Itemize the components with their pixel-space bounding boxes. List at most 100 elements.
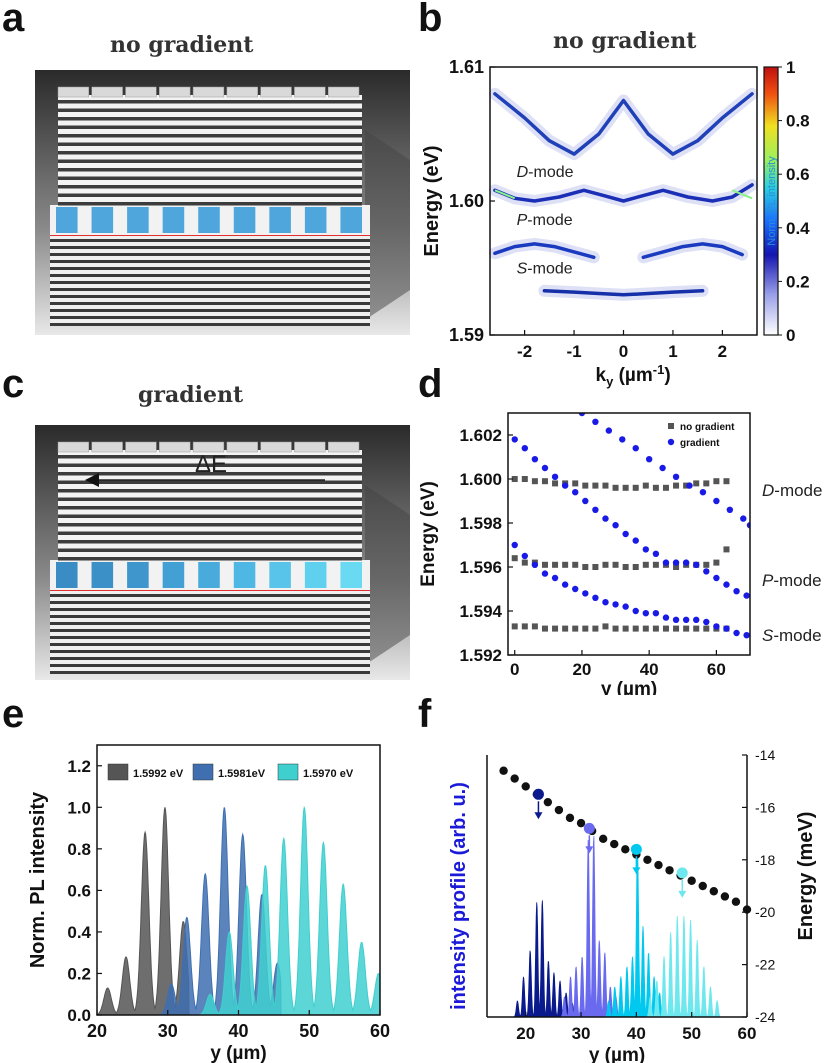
top-dbr-layer (58, 95, 362, 100)
data-point-gradient (723, 581, 730, 588)
mode-label: D-mode (517, 164, 574, 181)
x-tick-label: 50 (299, 1021, 319, 1041)
grating-pillar (233, 207, 256, 233)
top-dbr-layer (58, 475, 362, 481)
data-point-no-gradient (531, 478, 538, 485)
bottom-dbr-layer (50, 288, 370, 291)
bottom-dbr-layer (50, 305, 370, 309)
x-tick-label: 2 (718, 342, 727, 361)
top-dbr-layer (58, 492, 362, 498)
data-point-no-gradient (592, 482, 599, 489)
data-point-gradient (699, 489, 707, 496)
data-point-no-gradient (552, 561, 559, 568)
top-dbr-layer (58, 176, 362, 180)
x-tick-label: 20 (572, 660, 591, 679)
data-point-gradient (592, 506, 599, 513)
dbr-stack (50, 86, 370, 326)
data-point-no-gradient (703, 625, 710, 632)
colorbar (763, 66, 779, 336)
y-tick-label: 0.6 (67, 881, 91, 900)
data-point-gradient (693, 561, 700, 568)
data-point-no-gradient (673, 564, 680, 570)
grating-pillar (56, 207, 78, 233)
top-dbr-layer (58, 108, 362, 112)
profiles (511, 836, 725, 1017)
plot-frame (507, 412, 751, 656)
data-point-no-gradient (562, 561, 569, 568)
top-ridge (260, 441, 292, 453)
marker-arrow-head (678, 890, 687, 898)
x-axis-label-part: ) (664, 365, 670, 386)
data-point-no-gradient (693, 625, 700, 632)
data-point-no-gradient (683, 482, 690, 489)
data-point-no-gradient (693, 480, 700, 487)
data-point-gradient (672, 616, 680, 623)
data-point-gradient (686, 482, 693, 489)
x-tick-label: -2 (517, 342, 532, 361)
energy-point (510, 774, 519, 783)
top-dbr-layer (58, 535, 362, 540)
top-dbr-layer (58, 526, 362, 532)
energy-point (621, 845, 630, 854)
data-point-no-gradient (622, 484, 629, 491)
data-point-gradient (531, 561, 539, 568)
data-point-gradient (632, 537, 639, 544)
top-dbr-layer (58, 472, 362, 476)
top-ridge (226, 86, 258, 98)
data-point-no-gradient (662, 625, 669, 632)
intensity-profile-3 (603, 848, 670, 1017)
grating-pillar (340, 207, 362, 233)
data-point-no-gradient (562, 625, 569, 632)
data-point-no-gradient (521, 476, 528, 482)
top-ridge (192, 441, 225, 453)
marker-arrow-head (585, 846, 594, 854)
data-point-no-gradient (511, 623, 518, 630)
data-point-no-gradient (723, 478, 730, 485)
energy-point (654, 860, 663, 870)
bottom-dbr-layer (50, 636, 370, 639)
data-point-no-gradient (713, 478, 720, 485)
data-point-gradient (733, 629, 740, 637)
mode-label-suffix: -mode (527, 212, 572, 229)
data-point-no-gradient (612, 484, 619, 491)
energy-point (576, 818, 586, 828)
bottom-dbr-layer (50, 664, 370, 667)
bottom-dbr-layer (50, 604, 370, 608)
bottom-dbr-layer (50, 639, 370, 643)
y-axis-label-right: Energy (meV) (795, 812, 817, 941)
grating-pillar (127, 562, 149, 588)
top-dbr-layer (58, 506, 362, 510)
data-point-no-gradient (521, 559, 528, 566)
grating-pillar (56, 562, 78, 588)
top-dbr-layer (58, 497, 362, 501)
mode-label: D-mode (762, 481, 822, 500)
panel-letter-b: b (418, 0, 443, 40)
x-tick-label: 1 (668, 342, 677, 361)
data-point-no-gradient (541, 625, 548, 632)
bottom-dbr-layer (50, 319, 370, 323)
data-point-no-gradient (642, 561, 649, 568)
mode-label-letter: D (762, 481, 774, 500)
data-point-gradient (551, 473, 559, 480)
grating-pillar (233, 562, 256, 588)
top-dbr-layer (58, 543, 362, 549)
mode-label-letter: P (517, 212, 528, 229)
band-s (542, 289, 705, 297)
grating-pillar (198, 562, 220, 588)
marker-point (630, 843, 642, 855)
x-tick-label: 40 (228, 1021, 248, 1041)
data-point-gradient (642, 546, 650, 553)
data-point-gradient (622, 530, 629, 538)
data-point-gradient (726, 506, 734, 513)
device-illustration-gradient: ΔE (35, 425, 410, 680)
energy-point (565, 813, 575, 823)
colorbar-tick-label: 0.2 (786, 272, 810, 291)
panel-letter-c: c (2, 362, 25, 406)
data-point-gradient (561, 482, 569, 489)
data-point-gradient (578, 413, 586, 417)
x-tick-label: 40 (627, 1024, 646, 1043)
chart-d-energy-vs-position: 0 20 40 60 1.592 1.594 1.596 1.598 1.600 1.602 y (… (418, 412, 822, 695)
data-point-no-gradient (511, 476, 518, 482)
data-point-no-gradient (602, 623, 609, 630)
data-point-no-gradient (592, 625, 599, 632)
